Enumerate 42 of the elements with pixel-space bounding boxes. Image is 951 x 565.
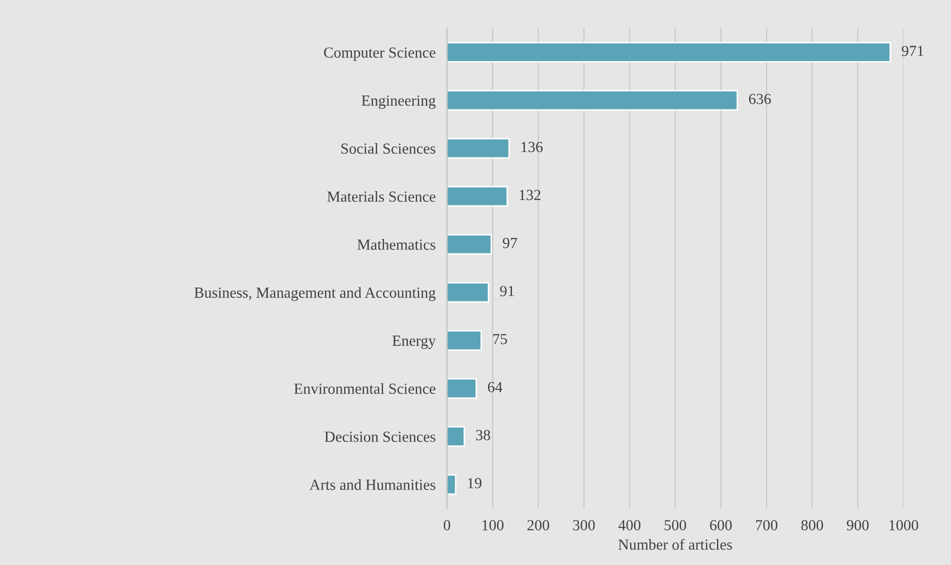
data-label: 64 <box>488 382 502 392</box>
bar <box>446 426 466 447</box>
y-tick-label: Decision Sciences <box>324 432 436 442</box>
y-tick-label: Social Sciences <box>341 143 436 154</box>
bar <box>446 282 490 303</box>
x-tick-label: 1000 <box>890 520 918 530</box>
data-label: 38 <box>476 430 490 440</box>
x-tick-label: 200 <box>527 520 550 530</box>
data-label: 91 <box>500 286 514 296</box>
y-tick-label: Computer Science <box>324 47 436 61</box>
bar <box>446 138 510 159</box>
bar <box>446 330 482 351</box>
y-tick-label: Mathematics <box>357 239 436 250</box>
x-tick-label: 800 <box>801 520 824 530</box>
x-axis-title: Number of articles <box>618 538 732 550</box>
y-tick-label: Energy <box>392 336 436 349</box>
x-tick-label: 0 <box>444 520 450 530</box>
y-tick-label: Environmental Science <box>294 383 436 394</box>
bar <box>446 234 492 255</box>
y-tick-label: Engineering <box>362 95 436 109</box>
data-label: 636 <box>749 94 771 104</box>
data-label: 132 <box>520 190 540 200</box>
x-tick-label: 300 <box>573 520 595 530</box>
x-tick-label: 700 <box>756 520 778 530</box>
bar <box>446 42 891 63</box>
x-tick-label: 900 <box>846 520 869 530</box>
y-tick-label: Business, Management and Accounting <box>194 287 436 301</box>
data-label: 136 <box>522 142 543 152</box>
x-tick-label: 600 <box>710 520 732 530</box>
data-label: 19 <box>468 478 482 488</box>
bar <box>446 90 738 111</box>
bar <box>446 378 477 399</box>
bar <box>446 186 508 207</box>
data-label: 75 <box>493 334 507 344</box>
bar <box>446 474 456 495</box>
x-tick-label: 400 <box>618 520 640 530</box>
y-tick-label: Materials Science <box>327 191 436 202</box>
x-tick-label: 500 <box>664 520 686 530</box>
data-label: 97 <box>502 238 518 248</box>
data-label: 971 <box>902 46 924 56</box>
y-tick-label: Arts and Humanities <box>310 479 436 490</box>
x-tick-label: 100 <box>482 520 504 530</box>
